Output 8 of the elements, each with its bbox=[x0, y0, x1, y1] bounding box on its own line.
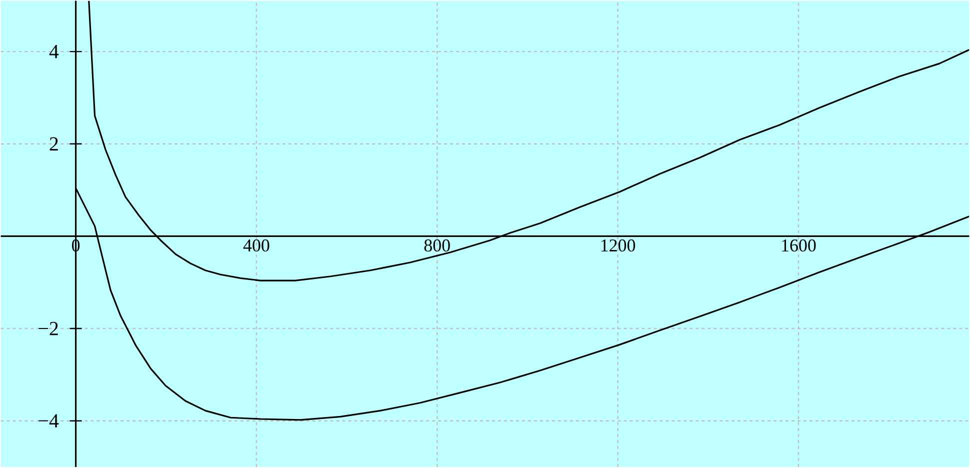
x-tick-label: 400 bbox=[243, 240, 270, 252]
y-tick-label: −2 bbox=[38, 322, 58, 336]
y-tick-label: 4 bbox=[49, 45, 59, 58]
y-tick-label: 2 bbox=[50, 137, 58, 151]
x-tick-label: 1200 bbox=[601, 240, 636, 252]
x-tick-label: 1600 bbox=[782, 240, 816, 252]
x-tick-label: 800 bbox=[424, 240, 450, 252]
y-tick-label: −4 bbox=[38, 414, 59, 428]
